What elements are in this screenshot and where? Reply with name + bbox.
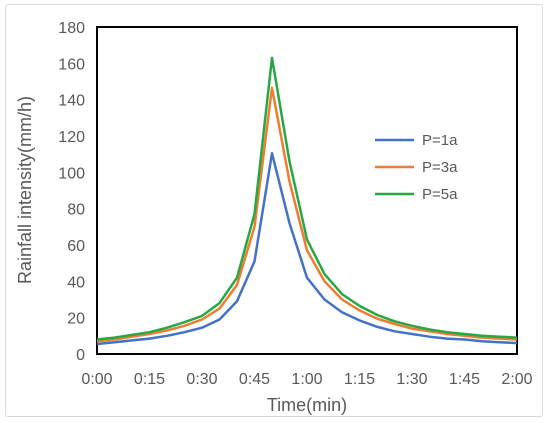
series-line	[96, 56, 518, 341]
legend-label: P=3a	[422, 159, 458, 176]
y-axis-title: Rainfall intensity(mm/h)	[15, 96, 35, 284]
legend-label: P=1a	[422, 132, 458, 149]
y-tick-label: 60	[67, 238, 85, 255]
series-line	[96, 152, 518, 346]
plot-area	[96, 26, 518, 355]
x-axis-title: Time(min)	[267, 395, 347, 415]
x-tick-label: 1:00	[291, 371, 322, 388]
y-tick-label: 40	[67, 274, 85, 291]
x-axis-ticks: 0:00 0:15 0:30 0:45 1:00 1:15 1:30 1:45 2:00	[81, 371, 532, 388]
y-tick-label: 80	[67, 202, 85, 219]
y-axis-ticks: 0 20 40 60 80 100 120 140 160 180	[58, 20, 85, 364]
x-tick-label: 1:30	[396, 371, 427, 388]
y-tick-label: 20	[67, 311, 85, 328]
x-tick-label: 0:15	[134, 371, 165, 388]
series-line	[96, 86, 518, 343]
x-tick-label: 1:45	[449, 371, 480, 388]
x-tick-label: 0:45	[239, 371, 270, 388]
legend: P=1a P=3a P=5a	[375, 132, 458, 203]
y-tick-label: 180	[58, 20, 85, 37]
y-tick-label: 160	[58, 56, 85, 73]
x-tick-label: 0:00	[81, 371, 112, 388]
y-tick-label: 0	[76, 347, 85, 364]
y-tick-label: 140	[58, 93, 85, 110]
x-tick-label: 2:00	[501, 371, 532, 388]
x-tick-label: 0:30	[186, 371, 217, 388]
y-tick-label: 120	[58, 129, 85, 146]
legend-label: P=5a	[422, 186, 458, 203]
x-tick-label: 1:15	[344, 371, 375, 388]
y-tick-label: 100	[58, 165, 85, 182]
series-lines	[96, 56, 518, 346]
